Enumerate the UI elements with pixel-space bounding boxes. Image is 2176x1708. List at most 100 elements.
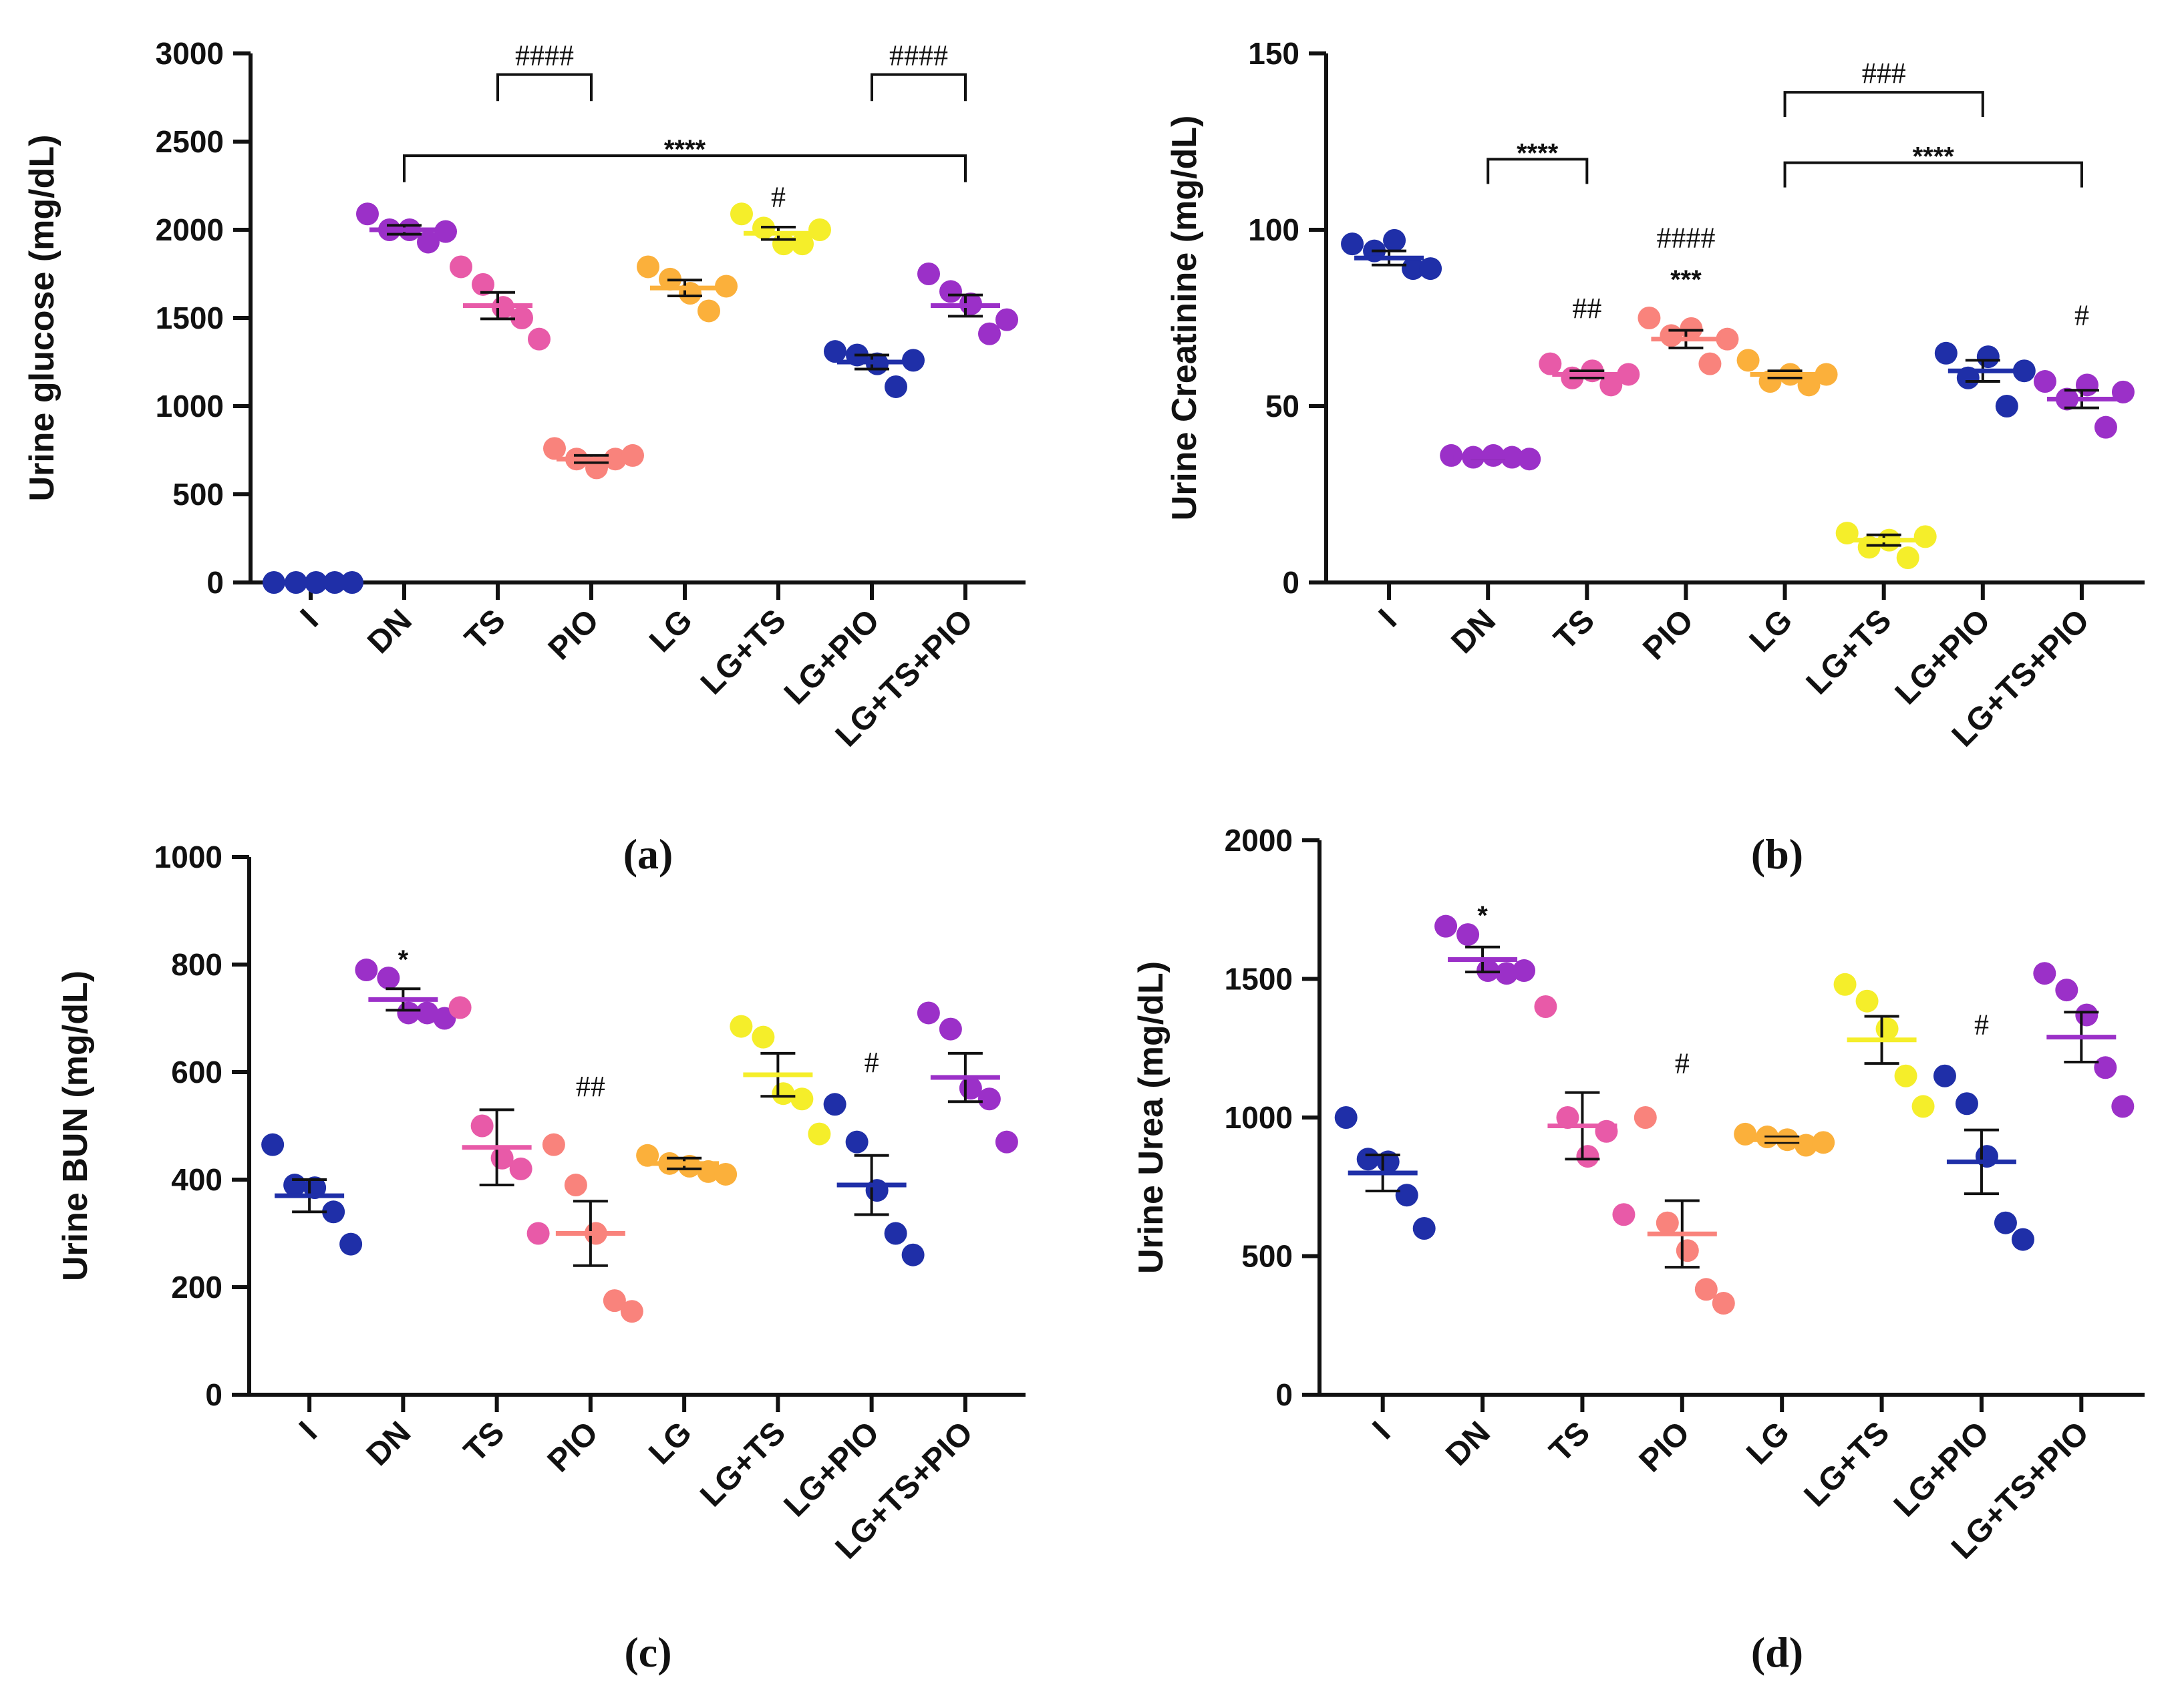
y-axis-title: Urine Urea (mg/dL)	[1132, 961, 1171, 1274]
data-point	[1994, 1211, 2017, 1234]
data-point	[679, 282, 702, 305]
data-point	[2033, 962, 2056, 985]
y-tick-label: 800	[171, 947, 222, 982]
data-point	[917, 1001, 940, 1025]
y-tick-label: 500	[1241, 1239, 1293, 1274]
data-point	[261, 1133, 285, 1156]
data-point	[1660, 324, 1683, 347]
x-tick-label: I	[1372, 603, 1404, 634]
data-point	[2075, 373, 2099, 397]
data-point	[697, 299, 720, 323]
data-point	[526, 1222, 550, 1245]
data-point	[917, 263, 940, 285]
data-point	[1656, 1211, 1679, 1234]
data-point	[1855, 989, 1879, 1013]
panel-c: 0 200 400 600 800 1000 Urine BUN (mg/dL) I DN TS P…	[56, 840, 1026, 1676]
data-point	[1797, 373, 1821, 397]
x-tick-label: LG	[643, 603, 700, 659]
bracket-label: ####	[889, 39, 948, 72]
x-tick-label: I	[1366, 1415, 1398, 1446]
bracket-label: ####	[515, 39, 574, 72]
significance-mark: #	[771, 181, 786, 214]
data-point	[1612, 1203, 1636, 1226]
data-point	[823, 1093, 846, 1116]
y-axis-title: Urine Creatinine (mg/dL)	[1165, 116, 1204, 521]
data-point	[2075, 1003, 2099, 1027]
data-point	[1456, 923, 1480, 947]
x-tick-label: TS	[1547, 603, 1601, 657]
data-point	[621, 444, 644, 467]
x-tick-label: DN	[1439, 1415, 1497, 1472]
data-point	[1617, 363, 1640, 386]
x-tick-label: LG+TS	[1800, 603, 1899, 701]
data-point	[470, 1114, 494, 1138]
data-point	[1734, 1122, 1757, 1146]
x-tick-label: PIO	[541, 1415, 605, 1479]
x-tick-label: PIO	[1633, 1415, 1697, 1479]
significance-mark: #	[865, 1046, 879, 1079]
data-point	[1911, 1095, 1935, 1118]
data-point	[417, 230, 440, 254]
data-point	[1595, 1120, 1618, 1143]
data-point	[714, 1162, 738, 1186]
data-point	[472, 273, 494, 296]
data-point	[1976, 345, 2000, 369]
data-point	[509, 1157, 532, 1180]
data-point	[1896, 546, 1919, 570]
data-point	[448, 996, 472, 1019]
data-point	[1334, 1106, 1358, 1129]
y-tick-label: 0	[1275, 1377, 1293, 1412]
data-point	[1812, 1131, 1835, 1154]
bracket-label: ****	[664, 135, 706, 164]
data-point	[543, 437, 566, 460]
significance-mark: ##	[576, 1070, 605, 1103]
data-point	[2111, 1095, 2135, 1118]
data-point	[1833, 973, 1857, 996]
data-point	[995, 1130, 1018, 1154]
data-point	[1534, 995, 1557, 1018]
significance-mark: ***	[1670, 265, 1702, 295]
data-point	[450, 255, 472, 279]
y-tick-label: 2000	[1225, 823, 1293, 858]
data-point	[1495, 962, 1519, 985]
data-point	[1412, 1217, 1436, 1240]
significance-mark: ##	[1572, 292, 1601, 325]
bracket-label: ****	[1913, 142, 1955, 172]
y-tick-label: 3000	[156, 36, 224, 71]
data-point	[1599, 373, 1623, 397]
significance-mark: *	[398, 945, 409, 975]
data-point	[1712, 1292, 1735, 1315]
data-point	[808, 218, 831, 241]
y-tick-label: 400	[171, 1162, 222, 1197]
data-point	[1576, 1145, 1599, 1168]
data-point	[1395, 1184, 1418, 1207]
bracket-label: ****	[1517, 138, 1559, 168]
data-point	[355, 959, 378, 982]
data-point	[1975, 1145, 1998, 1168]
significance-mark: #	[1675, 1047, 1690, 1080]
data-point	[510, 307, 533, 329]
data-point	[1356, 1148, 1380, 1171]
data-point	[995, 308, 1018, 331]
data-point	[1634, 1106, 1657, 1129]
data-point	[1341, 232, 1364, 256]
comparison-bracket	[1487, 158, 1589, 184]
data-point	[808, 1122, 831, 1146]
data-point	[1440, 444, 1463, 467]
data-point	[978, 322, 1001, 345]
data-point	[1955, 1092, 1978, 1116]
data-point	[901, 1243, 925, 1266]
data-point	[845, 1130, 869, 1154]
data-point	[636, 1144, 659, 1167]
data-point	[865, 1179, 889, 1202]
x-tick-label: PIO	[542, 603, 606, 667]
data-point	[1383, 228, 1406, 252]
y-axis-title: Urine BUN (mg/dL)	[56, 971, 95, 1281]
y-tick-label: 2500	[156, 124, 224, 159]
x-tick-label: PIO	[1636, 603, 1700, 667]
data-point	[356, 202, 379, 226]
data-point	[730, 1015, 753, 1038]
x-tick-label: DN	[361, 603, 418, 660]
comparison-bracket	[1783, 91, 1984, 118]
data-point	[791, 232, 814, 256]
